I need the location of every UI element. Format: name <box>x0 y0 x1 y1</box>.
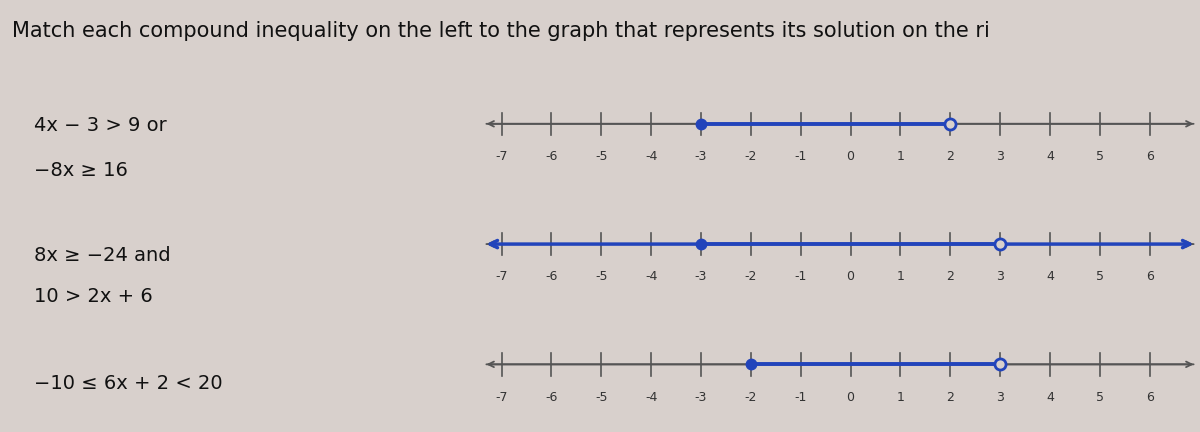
Text: -5: -5 <box>595 150 607 163</box>
Text: 6: 6 <box>1146 391 1153 403</box>
Text: -2: -2 <box>745 150 757 163</box>
Text: -1: -1 <box>794 150 806 163</box>
Text: 1: 1 <box>896 270 905 283</box>
Text: 5: 5 <box>1096 391 1104 403</box>
Text: -3: -3 <box>695 150 707 163</box>
Text: -6: -6 <box>545 270 558 283</box>
Text: -5: -5 <box>595 391 607 403</box>
Text: -6: -6 <box>545 391 558 403</box>
Text: 1: 1 <box>896 150 905 163</box>
Text: -4: -4 <box>644 150 658 163</box>
Text: 5: 5 <box>1096 150 1104 163</box>
Text: -7: -7 <box>496 270 508 283</box>
Text: 10 > 2x + 6: 10 > 2x + 6 <box>34 287 152 306</box>
Text: 0: 0 <box>846 391 854 403</box>
Text: -4: -4 <box>644 391 658 403</box>
Text: 1: 1 <box>896 391 905 403</box>
Text: -2: -2 <box>745 270 757 283</box>
Text: −10 ≤ 6x + 2 < 20: −10 ≤ 6x + 2 < 20 <box>34 374 222 393</box>
Text: 4: 4 <box>1046 270 1054 283</box>
Text: 0: 0 <box>846 150 854 163</box>
Text: 3: 3 <box>996 270 1004 283</box>
Text: 0: 0 <box>846 270 854 283</box>
Text: -7: -7 <box>496 150 508 163</box>
Text: 2: 2 <box>947 150 954 163</box>
Text: -6: -6 <box>545 150 558 163</box>
Text: 8x ≥ −24 and: 8x ≥ −24 and <box>34 246 170 265</box>
Text: 3: 3 <box>996 391 1004 403</box>
Text: 2: 2 <box>947 270 954 283</box>
Text: Match each compound inequality on the left to the graph that represents its solu: Match each compound inequality on the le… <box>12 21 990 41</box>
Text: 4: 4 <box>1046 150 1054 163</box>
Text: -7: -7 <box>496 391 508 403</box>
Text: -3: -3 <box>695 270 707 283</box>
Text: 4: 4 <box>1046 391 1054 403</box>
Text: 6: 6 <box>1146 150 1153 163</box>
Text: -4: -4 <box>644 270 658 283</box>
Text: -2: -2 <box>745 391 757 403</box>
Text: -3: -3 <box>695 391 707 403</box>
Text: −8x ≥ 16: −8x ≥ 16 <box>34 161 127 180</box>
Text: -1: -1 <box>794 391 806 403</box>
Text: 4x − 3 > 9 or: 4x − 3 > 9 or <box>34 116 167 135</box>
Text: 3: 3 <box>996 150 1004 163</box>
Text: 5: 5 <box>1096 270 1104 283</box>
Text: 2: 2 <box>947 391 954 403</box>
Text: 6: 6 <box>1146 270 1153 283</box>
Text: -1: -1 <box>794 270 806 283</box>
Text: -5: -5 <box>595 270 607 283</box>
